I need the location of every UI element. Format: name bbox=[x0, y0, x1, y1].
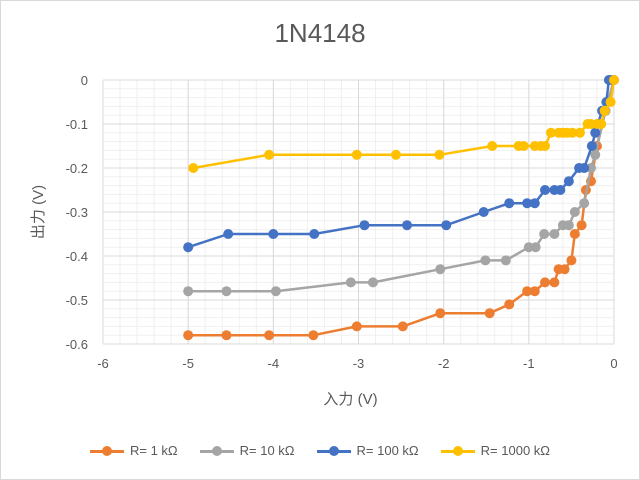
x-tick-label: -6 bbox=[97, 356, 109, 371]
data-point bbox=[569, 229, 580, 239]
data-point bbox=[590, 127, 601, 138]
legend-marker-icon bbox=[89, 445, 124, 456]
x-tick-label: -3 bbox=[353, 356, 365, 371]
data-point bbox=[576, 220, 587, 231]
data-point bbox=[529, 198, 540, 209]
data-point bbox=[223, 229, 234, 239]
data-point bbox=[441, 220, 452, 231]
legend-label: R= 1 kΩ bbox=[129, 443, 178, 458]
data-point bbox=[500, 255, 511, 266]
legend-item: R= 100 kΩ bbox=[316, 443, 419, 458]
y-tick-label: -0.4 bbox=[66, 249, 88, 264]
x-axis-label: 入力 (V) bbox=[323, 391, 377, 408]
data-point bbox=[183, 330, 194, 341]
data-point bbox=[549, 277, 560, 288]
x-tick-label: 0 bbox=[610, 356, 617, 371]
y-tick-label: -0.3 bbox=[66, 205, 88, 220]
x-tick-label: -1 bbox=[523, 356, 535, 371]
legend: R= 1 kΩ R= 10 kΩ R= 100 kΩ R= 1000 kΩ bbox=[0, 443, 640, 458]
data-point bbox=[397, 321, 408, 332]
data-point bbox=[609, 75, 619, 85]
data-point bbox=[359, 220, 370, 231]
x-tick-label: -2 bbox=[438, 356, 450, 371]
legend-marker-icon bbox=[199, 445, 234, 456]
data-point bbox=[480, 255, 491, 266]
data-point bbox=[540, 277, 551, 288]
y-tick-label: -0.2 bbox=[66, 161, 88, 176]
data-point bbox=[539, 229, 550, 239]
data-point bbox=[518, 141, 529, 151]
data-point bbox=[270, 286, 281, 297]
data-point bbox=[390, 149, 401, 160]
data-point bbox=[586, 141, 597, 151]
data-point bbox=[540, 185, 551, 195]
data-point bbox=[563, 220, 574, 231]
legend-label: R= 100 kΩ bbox=[356, 443, 419, 458]
data-point bbox=[402, 220, 413, 231]
legend-label: R= 1000 kΩ bbox=[480, 443, 550, 458]
legend-marker-icon bbox=[316, 445, 351, 456]
data-point bbox=[183, 286, 194, 297]
data-point bbox=[484, 308, 495, 319]
data-point bbox=[264, 330, 275, 341]
data-point bbox=[268, 229, 279, 239]
data-point bbox=[367, 277, 378, 288]
data-point bbox=[435, 264, 446, 275]
data-point bbox=[221, 330, 232, 341]
data-point bbox=[605, 97, 616, 107]
legend-item: R= 1000 kΩ bbox=[440, 443, 550, 458]
data-point bbox=[264, 149, 275, 160]
legend-item: R= 1 kΩ bbox=[89, 443, 178, 458]
y-tick-label: 0 bbox=[81, 73, 88, 88]
y-axis-label: 出力 (V) bbox=[30, 185, 47, 239]
data-point bbox=[540, 141, 551, 151]
data-point bbox=[590, 149, 601, 160]
data-point bbox=[487, 141, 498, 151]
data-point bbox=[545, 127, 556, 138]
data-point bbox=[579, 198, 590, 209]
series-line bbox=[187, 78, 612, 249]
data-point bbox=[183, 242, 194, 253]
data-point bbox=[529, 286, 540, 297]
data-point bbox=[351, 321, 362, 332]
data-point bbox=[596, 119, 607, 129]
data-point bbox=[351, 149, 362, 160]
data-point bbox=[504, 299, 515, 310]
x-tick-label: -4 bbox=[268, 356, 280, 371]
data-point bbox=[563, 176, 574, 187]
data-point bbox=[579, 163, 590, 173]
data-point bbox=[308, 330, 319, 341]
y-tick-label: -0.1 bbox=[66, 117, 88, 132]
data-point bbox=[345, 277, 356, 288]
chart-title: 1N4148 bbox=[274, 18, 366, 48]
y-tick-label: -0.6 bbox=[66, 337, 88, 352]
data-point bbox=[569, 207, 580, 217]
data-point bbox=[599, 105, 610, 116]
legend-marker-icon bbox=[440, 445, 475, 456]
legend-item: R= 10 kΩ bbox=[199, 443, 295, 458]
data-point bbox=[530, 242, 541, 253]
data-point bbox=[309, 229, 320, 239]
series-line bbox=[188, 79, 616, 337]
data-point bbox=[188, 163, 199, 173]
data-point bbox=[434, 149, 445, 160]
legend-label: R= 10 kΩ bbox=[239, 443, 295, 458]
data-point bbox=[567, 127, 578, 138]
data-point bbox=[478, 207, 489, 217]
y-tick-label: -0.5 bbox=[66, 293, 88, 308]
x-tick-label: -5 bbox=[182, 356, 194, 371]
data-point bbox=[522, 198, 533, 209]
data-point bbox=[549, 229, 560, 239]
data-point bbox=[566, 255, 577, 266]
data-point bbox=[221, 286, 232, 297]
data-point bbox=[555, 185, 566, 195]
data-point bbox=[574, 127, 585, 138]
data-point bbox=[559, 264, 570, 275]
data-point bbox=[435, 308, 446, 319]
data-point bbox=[522, 286, 533, 297]
data-point bbox=[504, 198, 515, 209]
